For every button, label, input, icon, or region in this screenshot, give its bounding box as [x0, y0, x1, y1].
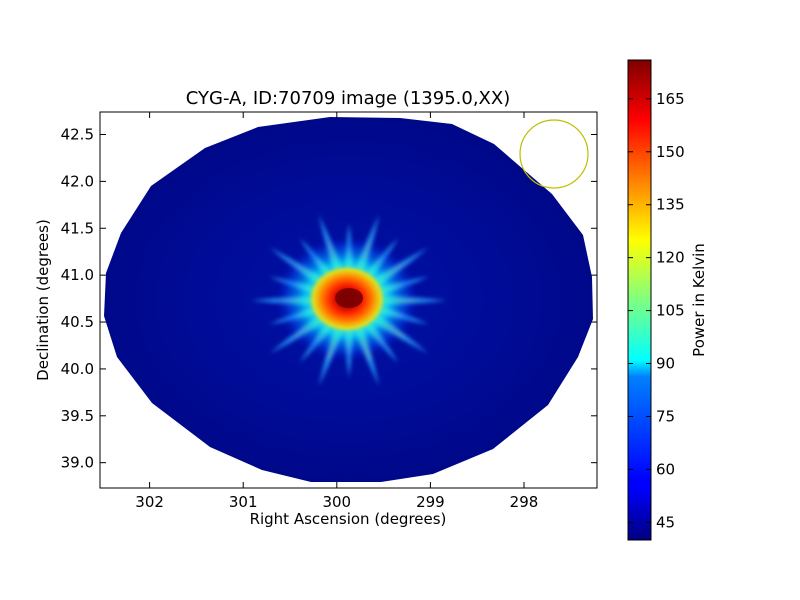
- plot-area: 302 301 300 299 298 39.0 39.5 40.0 40.5 41.0 41.5…: [61, 111, 598, 511]
- y-tick-label: 41.0: [61, 266, 94, 284]
- y-axis-label: Declination (degrees): [34, 219, 52, 381]
- x-tick-label: 301: [229, 493, 258, 511]
- colorbar-ticks: 45 60 75 90 105 120 135 150 165: [628, 90, 685, 531]
- y-tick-label: 40.5: [61, 313, 94, 331]
- y-tick-label: 42.0: [61, 172, 94, 190]
- colorbar-tick-label: 60: [656, 460, 675, 478]
- y-tick-label: 42.5: [61, 126, 94, 144]
- x-tick-label: 298: [510, 493, 539, 511]
- y-tick-label: 41.5: [61, 219, 94, 237]
- colorbar-frame: [627, 59, 652, 541]
- y-axis: 39.0 39.5 40.0 40.5 41.0 41.5 42.0 42.5: [61, 126, 597, 472]
- y-tick-label: 39.5: [61, 407, 94, 425]
- colorbar-tick-label: 45: [656, 513, 675, 531]
- colorbar-tick-label: 120: [656, 249, 685, 267]
- source-peak: [335, 288, 363, 308]
- x-axis-label: Right Ascension (degrees): [250, 510, 447, 528]
- colorbar-label: Power in Kelvin: [690, 243, 708, 357]
- x-tick-label: 300: [322, 493, 351, 511]
- colorbar-tick-label: 105: [656, 302, 685, 320]
- colorbar-gradient: [628, 60, 651, 540]
- heatmap-image: [104, 117, 593, 482]
- colorbar-tick-label: 165: [656, 90, 685, 108]
- colorbar-tick-label: 135: [656, 196, 685, 214]
- y-tick-label: 39.0: [61, 454, 94, 472]
- x-tick-label: 299: [416, 493, 445, 511]
- chart-title: CYG-A, ID:70709 image (1395.0,XX): [186, 88, 510, 109]
- beam-circle: [519, 119, 589, 189]
- colorbar: 45 60 75 90 105 120 135 150 165 Power in Kelvin: [627, 59, 708, 541]
- plot-frame: [99, 111, 598, 489]
- colorbar-tick-label: 90: [656, 355, 675, 373]
- x-tick-label: 302: [135, 493, 164, 511]
- x-axis: 302 301 300 299 298: [135, 112, 538, 511]
- colorbar-tick-label: 150: [656, 143, 685, 161]
- colorbar-tick-label: 75: [656, 407, 675, 425]
- y-tick-label: 40.0: [61, 360, 94, 378]
